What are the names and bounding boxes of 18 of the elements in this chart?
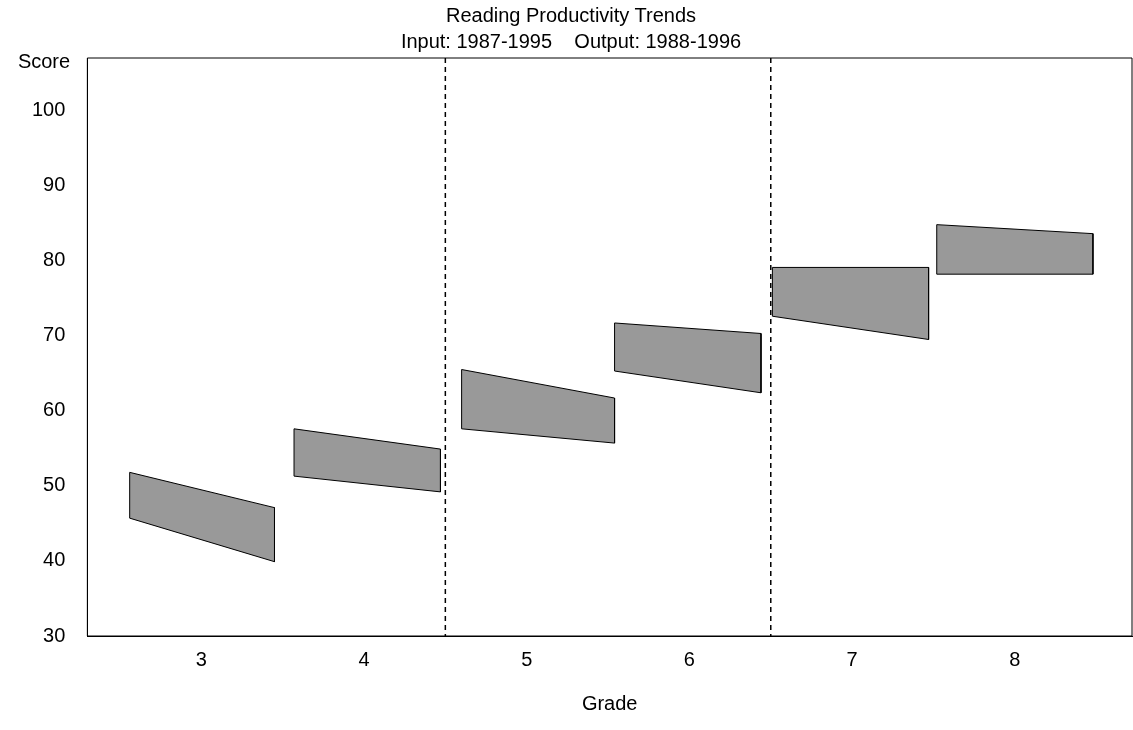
x-tick-label: 4 [358,647,370,670]
x-axis-title: Grade [581,691,638,714]
y-tick-label: 90 [43,173,66,196]
y-tick-label: 60 [43,398,66,421]
x-tick-label: 5 [521,647,533,670]
y-tick-label: 70 [43,323,66,346]
y-tick-label: 50 [43,473,66,496]
chart-subtitle: Input: 1987-1995 Output: 1988-1996 [400,29,742,52]
x-tick-label: 3 [195,647,207,670]
chart-title: Reading Productivity Trends [445,3,697,26]
x-tick-label: 7 [846,647,858,670]
y-tick-label: 100 [31,98,66,121]
y-tick-label: 40 [43,548,66,571]
y-axis-title: Score [17,49,71,72]
y-tick-label: 30 [43,623,66,646]
x-tick-label: 8 [1009,647,1021,670]
y-tick-label: 80 [43,248,66,271]
x-tick-label: 6 [683,647,695,670]
